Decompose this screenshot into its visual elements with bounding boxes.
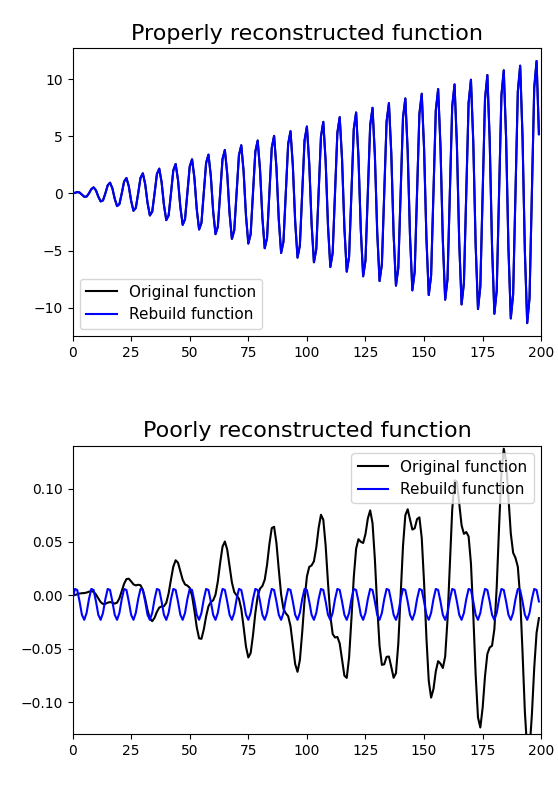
- Rebuild function: [194, 204, 200, 214]
- Legend: Original function, Rebuild function: Original function, Rebuild function: [352, 453, 533, 504]
- Original function: [536, 614, 542, 623]
- Original function: [156, 164, 162, 173]
- Line: Original function: Original function: [73, 61, 539, 323]
- Rebuild function: [524, 318, 531, 328]
- Original function: [496, 522, 502, 531]
- Rebuild function: [69, 595, 76, 604]
- Rebuild function: [512, 188, 519, 198]
- Rebuild function: [97, 615, 104, 625]
- Original function: [514, 562, 521, 571]
- Original function: [88, 587, 95, 596]
- Original function: [533, 56, 540, 65]
- Original function: [496, 188, 502, 198]
- Original function: [194, 622, 200, 632]
- Rebuild function: [536, 129, 542, 139]
- Rebuild function: [517, 585, 523, 595]
- Original function: [156, 602, 162, 612]
- Original function: [524, 745, 531, 755]
- Original function: [512, 188, 519, 198]
- Legend: Original function, Rebuild function: Original function, Rebuild function: [80, 279, 262, 329]
- Original function: [194, 204, 200, 214]
- Line: Rebuild function: Rebuild function: [73, 61, 539, 323]
- Original function: [88, 184, 95, 194]
- Line: Rebuild function: Rebuild function: [73, 589, 539, 620]
- Original function: [69, 591, 76, 600]
- Original function: [69, 188, 76, 198]
- Rebuild function: [156, 164, 162, 173]
- Rebuild function: [156, 585, 162, 595]
- Rebuild function: [496, 188, 502, 198]
- Original function: [524, 318, 531, 328]
- Rebuild function: [194, 610, 200, 619]
- Rebuild function: [498, 584, 505, 594]
- Rebuild function: [97, 196, 104, 206]
- Title: Poorly reconstructed function: Poorly reconstructed function: [142, 421, 472, 441]
- Original function: [97, 196, 104, 206]
- Line: Original function: Original function: [73, 448, 539, 750]
- Original function: [97, 598, 104, 607]
- Rebuild function: [88, 584, 95, 594]
- Original function: [536, 129, 542, 139]
- Rebuild function: [88, 184, 95, 194]
- Rebuild function: [514, 584, 521, 594]
- Original function: [501, 444, 507, 453]
- Rebuild function: [343, 615, 350, 625]
- Rebuild function: [536, 597, 542, 606]
- Rebuild function: [533, 56, 540, 65]
- Title: Properly reconstructed function: Properly reconstructed function: [131, 24, 483, 44]
- Rebuild function: [69, 188, 76, 198]
